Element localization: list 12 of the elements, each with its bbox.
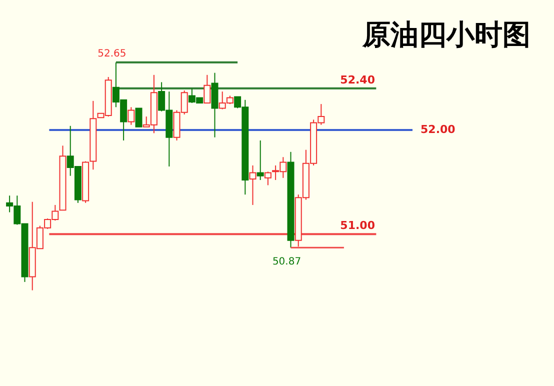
candlestick [256, 140, 264, 180]
candlestick [249, 164, 256, 206]
candlestick [204, 74, 211, 104]
ref-line-label: 52.40 [340, 73, 376, 86]
ref-line-label: 51.00 [340, 219, 376, 232]
candlestick [128, 106, 135, 126]
candlestick [264, 171, 272, 186]
annotation: 52.65 [98, 48, 126, 60]
text: 原油四小时图 [361, 18, 530, 51]
ref-line-label: 52.00 [420, 123, 456, 136]
annotation: 50.87 [272, 256, 302, 268]
candlestick [135, 108, 142, 128]
